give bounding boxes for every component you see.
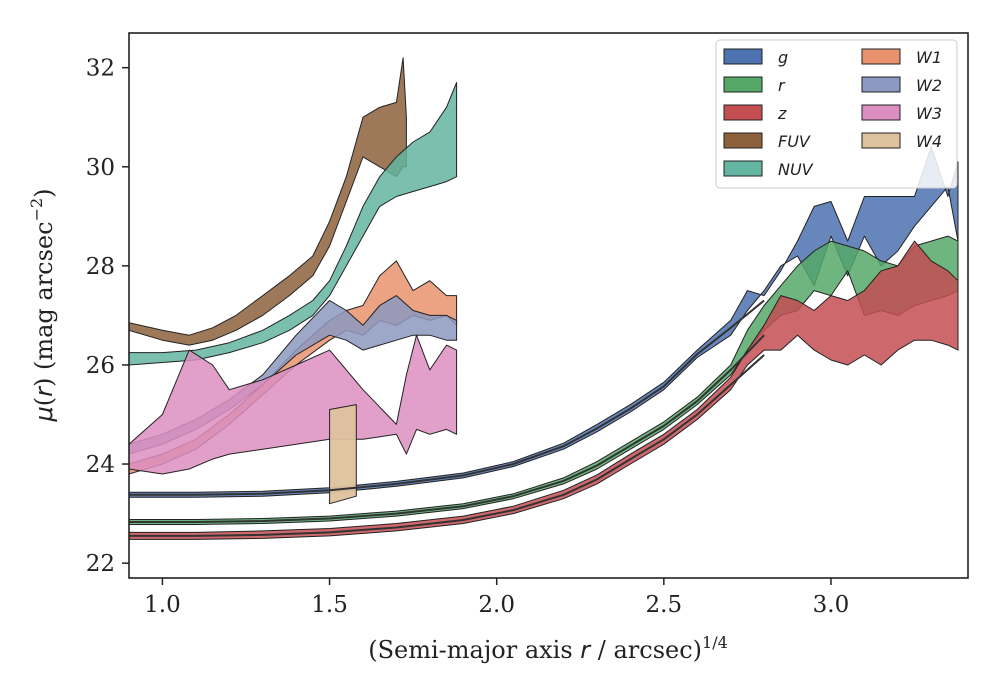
x-tick-label: 3.0 — [813, 592, 850, 618]
y-axis-label: μ(r) (mag arcsec−2) — [27, 188, 58, 422]
band-w3 — [129, 334, 458, 475]
band-z — [129, 240, 959, 540]
legend-label-w1: W1 — [916, 48, 942, 67]
legend-swatch-z — [723, 104, 763, 121]
profile-line-1 — [129, 354, 765, 537]
x-tick-label: 2.5 — [646, 592, 683, 618]
y-tick-label: 26 — [86, 353, 115, 379]
x-tick-label: 1.0 — [144, 592, 181, 618]
legend-swatch-w3 — [861, 104, 901, 121]
band-nuv — [129, 82, 458, 366]
band-fuv — [129, 57, 407, 346]
legend-label-nuv: NUV — [778, 160, 814, 179]
legend-swatch-fuv — [723, 132, 763, 149]
legend-label-r: r — [778, 76, 786, 95]
legend-swatch-nuv — [723, 160, 763, 177]
x-tick-label: 2.0 — [478, 592, 515, 618]
band-w4 — [329, 404, 357, 505]
y-tick-label: 28 — [86, 254, 115, 280]
series-bands — [129, 57, 959, 540]
y-tick-label: 30 — [86, 155, 115, 181]
legend-swatch-g — [723, 48, 763, 65]
y-tick-label: 32 — [86, 56, 115, 82]
profile-line-3 — [129, 299, 765, 496]
band-r — [129, 235, 959, 525]
y-axis: 22 24 26 28 30 32 — [86, 56, 129, 577]
legend-swatch-r — [723, 76, 763, 93]
plot-frame — [128, 32, 969, 579]
legend-swatch-w4 — [861, 132, 901, 149]
x-axis-label: (Semi-major axis r / arcsec)1/4 — [368, 633, 728, 664]
legend: grz FUV NUV W1 W2 W3 W4 — [715, 39, 958, 189]
x-axis: 1.0 1.5 2.0 2.5 3.0 — [144, 578, 849, 618]
y-tick-label: 24 — [86, 452, 115, 478]
legend-label-w3: W3 — [916, 104, 942, 123]
legend-label-w2: W2 — [916, 76, 942, 95]
legend-label-w4: W4 — [916, 132, 942, 151]
profile-line-2 — [129, 334, 765, 523]
legend-swatch-w1 — [861, 48, 901, 65]
x-tick-label: 1.5 — [311, 592, 348, 618]
profile-lines — [129, 299, 765, 537]
legend-label-fuv: FUV — [778, 132, 811, 151]
y-tick-label: 22 — [86, 551, 115, 577]
legend-swatch-w2 — [861, 76, 901, 93]
legend-label-z: z — [777, 104, 787, 123]
legend-label-g: g — [778, 48, 788, 67]
band-g — [129, 146, 959, 498]
